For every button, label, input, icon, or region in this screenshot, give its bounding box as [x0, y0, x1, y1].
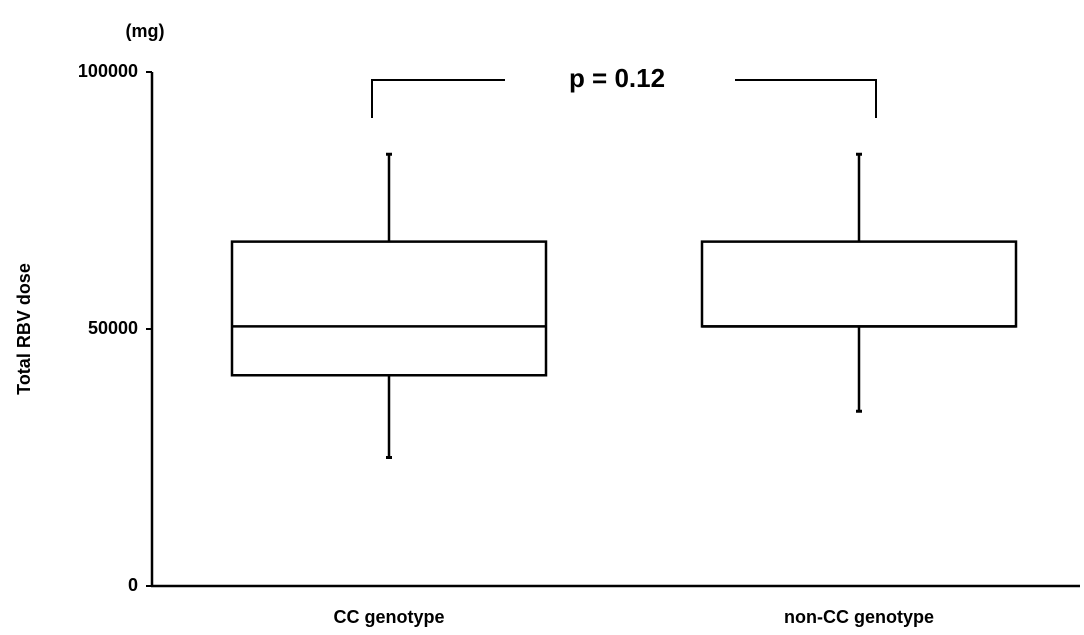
- y-tick-label: 50000: [88, 318, 138, 338]
- box: [700, 240, 1018, 328]
- p-value: p = 0.12: [569, 63, 665, 93]
- y-unit: (mg): [126, 21, 165, 41]
- y-axis-label: Total RBV dose: [14, 263, 34, 395]
- significance-bracket: [371, 79, 877, 118]
- box: [230, 240, 548, 377]
- y-tick-label: 0: [128, 575, 138, 595]
- x-tick-label: non-CC genotype: [784, 607, 934, 627]
- y-tick-label: 100000: [78, 61, 138, 81]
- x-tick-label: CC genotype: [333, 607, 444, 627]
